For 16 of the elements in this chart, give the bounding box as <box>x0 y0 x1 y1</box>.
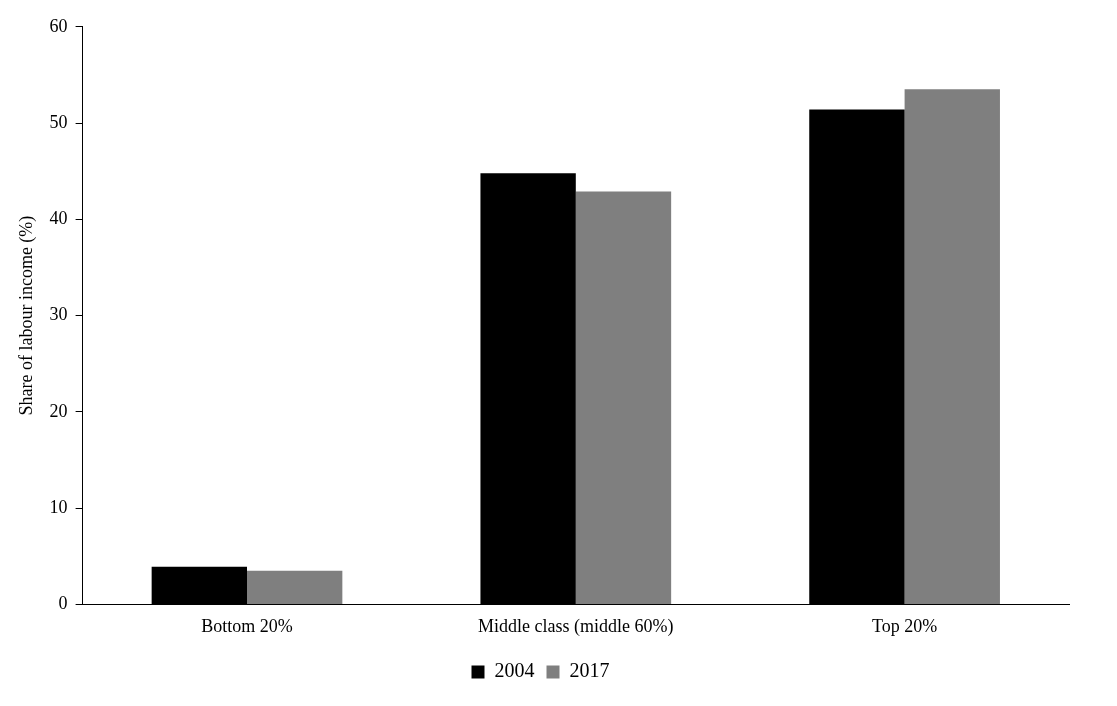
bar <box>247 570 343 604</box>
y-tick-label: 0 <box>58 593 68 614</box>
y-axis-title: Share of labour income (%) <box>15 215 37 416</box>
y-tick-label: 50 <box>49 111 68 132</box>
bar <box>904 89 1000 604</box>
x-tick-label: Top 20% <box>871 615 938 636</box>
bar <box>575 191 672 604</box>
y-tick-label: 60 <box>49 15 68 36</box>
y-tick-label: 30 <box>49 304 68 325</box>
x-tick-label: Bottom 20% <box>201 615 293 636</box>
legend-label: 2004 <box>494 659 535 682</box>
y-tick-label: 40 <box>49 208 68 229</box>
x-tick-label: Middle class (middle 60%) <box>478 615 674 637</box>
y-tick-label: 20 <box>49 400 68 421</box>
y-tick-label: 10 <box>49 496 68 517</box>
legend-label: 2017 <box>569 659 610 682</box>
